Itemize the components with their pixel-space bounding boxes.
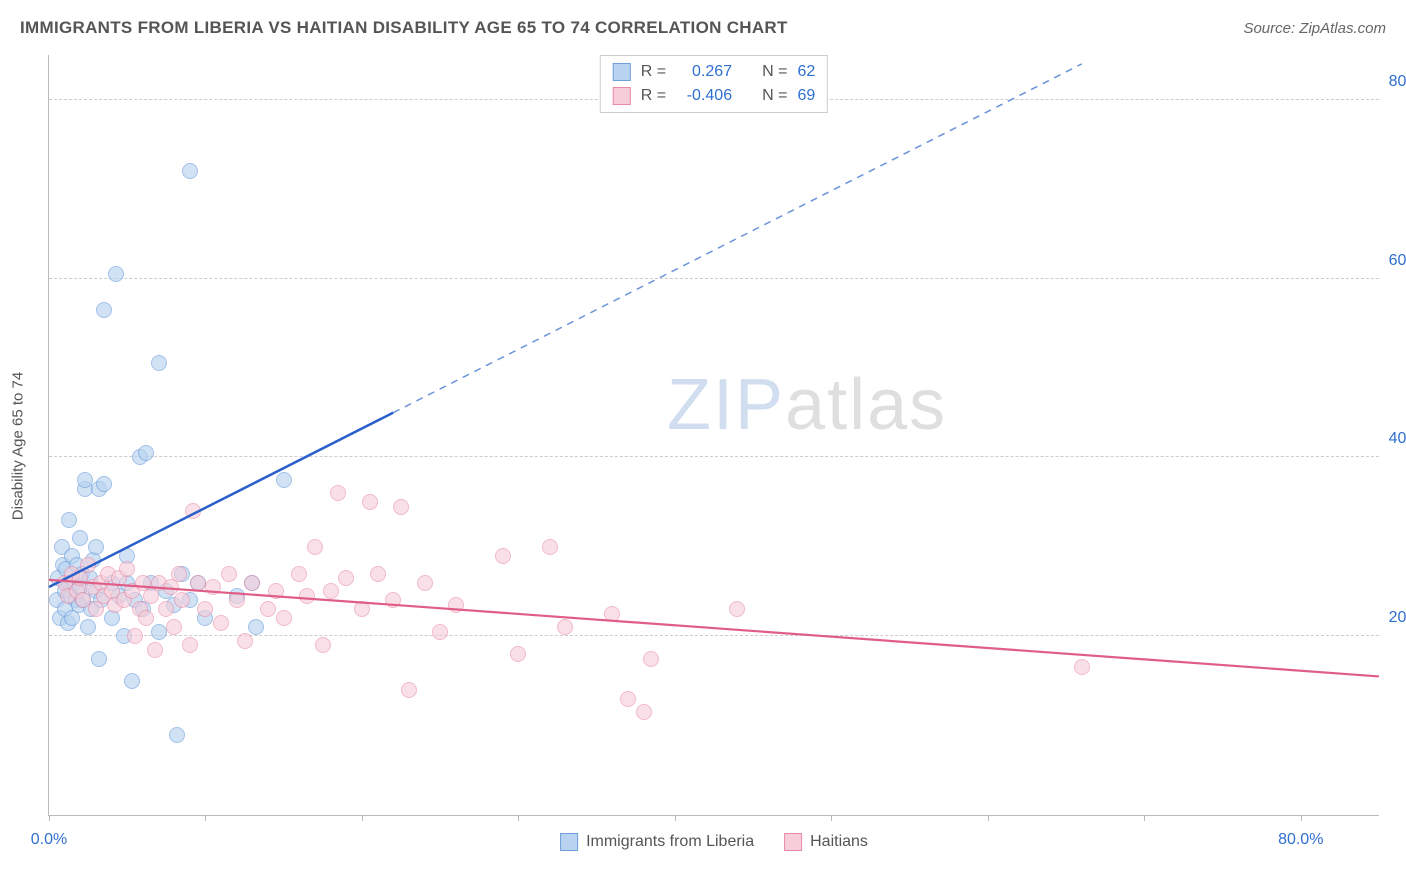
x-tick xyxy=(205,815,206,821)
x-tick-label: 0.0% xyxy=(31,831,67,849)
y-tick-label: 60.0% xyxy=(1389,252,1406,270)
chart-title: IMMIGRANTS FROM LIBERIA VS HAITIAN DISAB… xyxy=(20,18,788,38)
scatter-plot: R =0.267N =62R =-0.406N =69 ZIPatlas Imm… xyxy=(48,55,1379,816)
x-tick xyxy=(675,815,676,821)
legend-label: Haitians xyxy=(810,833,868,851)
x-tick xyxy=(362,815,363,821)
r-label: R = xyxy=(641,84,666,108)
x-tick xyxy=(1301,815,1302,821)
legend-label: Immigrants from Liberia xyxy=(586,833,754,851)
y-tick-label: 80.0% xyxy=(1389,73,1406,91)
x-tick xyxy=(831,815,832,821)
y-tick-label: 20.0% xyxy=(1389,609,1406,627)
legend-row: R = -0.406 N = 69 xyxy=(613,84,815,108)
n-label: N = xyxy=(762,84,787,108)
n-value: 62 xyxy=(797,60,815,84)
series-legend: Immigrants from Liberia Haitians xyxy=(560,833,868,851)
legend-swatch xyxy=(560,833,578,851)
legend-row: R = 0.267 N = 62 xyxy=(613,60,815,84)
trend-line xyxy=(49,580,1379,677)
legend-swatch xyxy=(613,63,631,81)
x-tick xyxy=(49,815,50,821)
x-tick xyxy=(988,815,989,821)
legend-swatch xyxy=(784,833,802,851)
x-tick-label: 80.0% xyxy=(1278,831,1323,849)
x-tick xyxy=(518,815,519,821)
trend-line xyxy=(393,64,1081,413)
n-value: 69 xyxy=(797,84,815,108)
r-value: -0.406 xyxy=(676,84,732,108)
trend-line xyxy=(49,413,393,587)
trend-lines xyxy=(49,55,1379,815)
y-tick-label: 40.0% xyxy=(1389,430,1406,448)
legend-swatch xyxy=(613,87,631,105)
legend-item: Immigrants from Liberia xyxy=(560,833,754,851)
r-label: R = xyxy=(641,60,666,84)
r-value: 0.267 xyxy=(676,60,732,84)
y-axis-title: Disability Age 65 to 74 xyxy=(10,372,27,520)
n-label: N = xyxy=(762,60,787,84)
correlation-legend: R = 0.267 N = 62 R = -0.406 N = 69 xyxy=(600,55,828,113)
legend-item: Haitians xyxy=(784,833,868,851)
x-tick xyxy=(1144,815,1145,821)
source-label: Source: ZipAtlas.com xyxy=(1243,20,1386,37)
